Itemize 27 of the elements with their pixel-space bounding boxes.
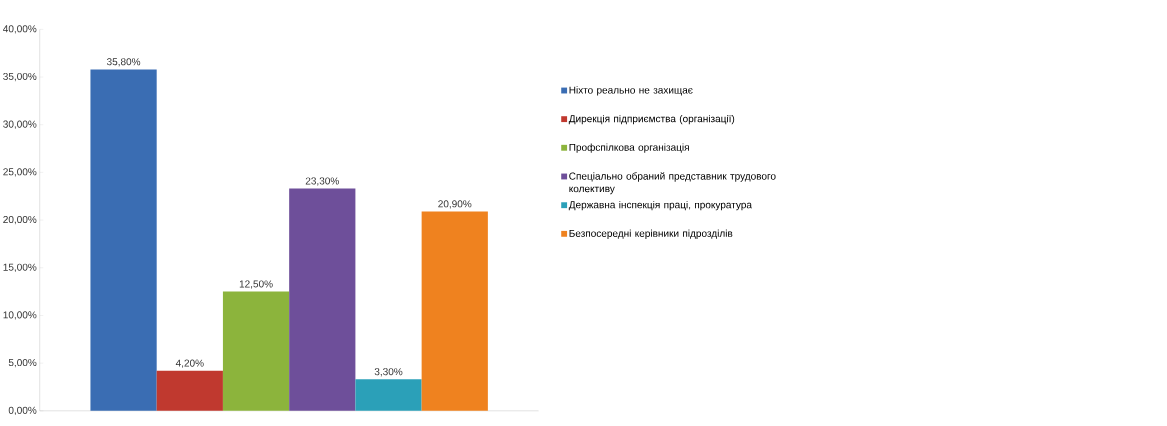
legend-label: Спеціально обраний представник трудового колективу [569,172,776,195]
bar [222,291,290,411]
legend-label: Профспілкова організація [569,143,689,153]
data-label: 12,50% [239,280,273,289]
bar [289,188,356,411]
legend-label: Дирекція підприємства (організації) [568,114,735,125]
data-label: 35,80% [106,58,141,67]
data-label: 4,20% [175,359,204,368]
bar [355,379,422,411]
data-label: 3,30% [374,368,403,377]
y-tick-label: 0,00% [8,406,37,415]
bar [90,69,157,411]
legend-label: Ніхто реально не захищає [569,86,693,96]
y-tick-label: 30,00% [3,120,37,129]
y-tick-label: 20,00% [3,215,37,225]
legend-label: Безпосередні керівники підрозділів [569,229,733,239]
y-tick-label: 25,00% [3,168,37,177]
data-label: 20,90% [438,200,472,209]
data-label: 23,30% [305,177,339,186]
y-tick-label: 40,00% [3,25,37,34]
y-tick-label: 10,00% [3,311,37,320]
bar [421,211,488,411]
bar [156,370,223,411]
y-tick-label: 35,00% [3,72,37,82]
y-tick-label: 15,00% [3,263,37,272]
legend-label: Державна інспекція праці, прокуратура [568,200,752,211]
y-tick-label: 5,00% [8,359,37,368]
